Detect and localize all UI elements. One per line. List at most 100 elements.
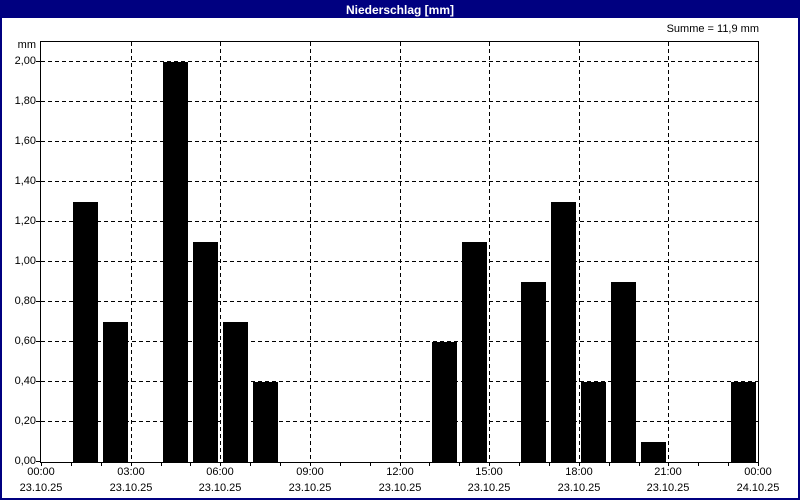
x-axis-tick xyxy=(370,462,371,466)
y-axis-tick xyxy=(36,261,41,262)
x-gridline xyxy=(131,42,132,462)
y-axis-tick-label: 1,20 xyxy=(14,215,36,227)
y-gridline xyxy=(41,61,758,62)
y-axis-tick-label: 1,80 xyxy=(14,95,36,107)
precipitation-bar xyxy=(163,62,188,462)
y-gridline xyxy=(41,181,758,182)
precipitation-bar xyxy=(581,382,606,462)
x-axis-time-label: 00:00 xyxy=(744,466,772,478)
x-axis-tick xyxy=(41,462,42,466)
y-axis-tick-label: 0,20 xyxy=(14,415,36,427)
x-axis-tick xyxy=(340,462,341,466)
y-axis-tick-label: 1,00 xyxy=(14,255,36,267)
y-gridline xyxy=(41,301,758,302)
y-gridline xyxy=(41,221,758,222)
x-gridline xyxy=(668,42,669,462)
x-axis-tick xyxy=(489,462,490,466)
y-axis-tick xyxy=(36,141,41,142)
y-gridline xyxy=(41,381,758,382)
y-axis-tick-label: 1,40 xyxy=(14,175,36,187)
x-axis-time-label: 00:00 xyxy=(27,466,55,478)
x-axis-tick xyxy=(131,462,132,466)
x-axis-date-label: 23.10.25 xyxy=(378,482,422,494)
x-axis-time-label: 09:00 xyxy=(296,466,324,478)
y-axis-tick xyxy=(36,381,41,382)
x-axis-time-label: 18:00 xyxy=(565,466,593,478)
x-axis-date-label: 23.10.25 xyxy=(198,482,242,494)
x-gridline xyxy=(579,42,580,462)
x-axis-tick xyxy=(668,462,669,466)
precipitation-bar xyxy=(432,342,457,462)
y-axis-tick-label: 0,40 xyxy=(14,375,36,387)
x-axis-date-label: 24.10.25 xyxy=(736,482,780,494)
precipitation-bar xyxy=(223,322,248,462)
x-axis-date-label: 23.10.25 xyxy=(646,482,690,494)
precipitation-bar xyxy=(551,202,576,462)
x-axis-tick xyxy=(639,462,640,466)
x-axis-tick xyxy=(280,462,281,466)
y-gridline xyxy=(41,101,758,102)
x-axis-tick xyxy=(101,462,102,466)
y-gridline xyxy=(41,421,758,422)
x-axis-tick xyxy=(609,462,610,466)
x-axis-tick xyxy=(71,462,72,466)
x-axis-date-label: 23.10.25 xyxy=(557,482,601,494)
x-axis-tick xyxy=(161,462,162,466)
window-titlebar[interactable]: Niederschlag [mm] xyxy=(2,2,798,18)
precipitation-bar xyxy=(521,282,546,462)
x-gridline xyxy=(310,42,311,462)
x-axis-tick xyxy=(758,462,759,466)
y-gridline xyxy=(41,141,758,142)
y-axis-tick-label: 0,60 xyxy=(14,335,36,347)
x-axis-time-label: 12:00 xyxy=(386,466,414,478)
sum-label: Summe = 11,9 mm xyxy=(666,23,759,35)
y-axis-tick xyxy=(36,301,41,302)
precipitation-bar xyxy=(73,202,98,462)
x-axis-tick xyxy=(579,462,580,466)
x-axis-tick xyxy=(728,462,729,466)
y-axis-tick-label: 0,00 xyxy=(14,455,36,467)
precipitation-bar xyxy=(611,282,636,462)
x-axis-date-label: 23.10.25 xyxy=(467,482,511,494)
x-axis-tick xyxy=(400,462,401,466)
x-axis-tick xyxy=(519,462,520,466)
x-axis-tick xyxy=(549,462,550,466)
x-axis-time-label: 03:00 xyxy=(117,466,145,478)
x-axis-tick xyxy=(220,462,221,466)
y-axis-tick xyxy=(36,461,41,462)
y-axis-tick xyxy=(36,101,41,102)
x-gridline xyxy=(489,42,490,462)
chart-content: Summe = 11,9 mm mm 0,00 0,20 0,40 0,60 0,80 1… xyxy=(2,18,798,498)
x-axis-date-label: 23.10.25 xyxy=(19,482,63,494)
precipitation-bar xyxy=(641,442,666,462)
y-axis-tick xyxy=(36,221,41,222)
plot-area: mm 0,00 0,20 0,40 0,60 0,80 1,00 1,20 1,40 1,60 1… xyxy=(15,39,780,494)
x-axis-tick xyxy=(310,462,311,466)
y-axis-tick-label: 0,80 xyxy=(14,295,36,307)
x-axis-tick xyxy=(429,462,430,466)
precipitation-bar xyxy=(462,242,487,462)
x-axis-date-label: 23.10.25 xyxy=(288,482,332,494)
y-gridline xyxy=(41,341,758,342)
x-axis-tick xyxy=(459,462,460,466)
y-axis-tick xyxy=(36,61,41,62)
x-axis-time-label: 15:00 xyxy=(475,466,503,478)
y-axis-tick xyxy=(36,181,41,182)
y-axis-tick xyxy=(36,341,41,342)
precipitation-bar xyxy=(193,242,218,462)
x-axis-tick xyxy=(190,462,191,466)
y-gridline xyxy=(41,261,758,262)
x-axis-time-label: 06:00 xyxy=(206,466,234,478)
x-axis-tick xyxy=(250,462,251,466)
precipitation-bar xyxy=(103,322,128,462)
x-gridline xyxy=(220,42,221,462)
precipitation-bar xyxy=(731,382,756,462)
x-axis-time-label: 21:00 xyxy=(654,466,682,478)
x-axis-date-label: 23.10.25 xyxy=(109,482,153,494)
x-axis-tick xyxy=(698,462,699,466)
x-gridline xyxy=(400,42,401,462)
precipitation-bar xyxy=(253,382,278,462)
y-axis-tick xyxy=(36,421,41,422)
y-axis-tick-label: 1,60 xyxy=(14,135,36,147)
